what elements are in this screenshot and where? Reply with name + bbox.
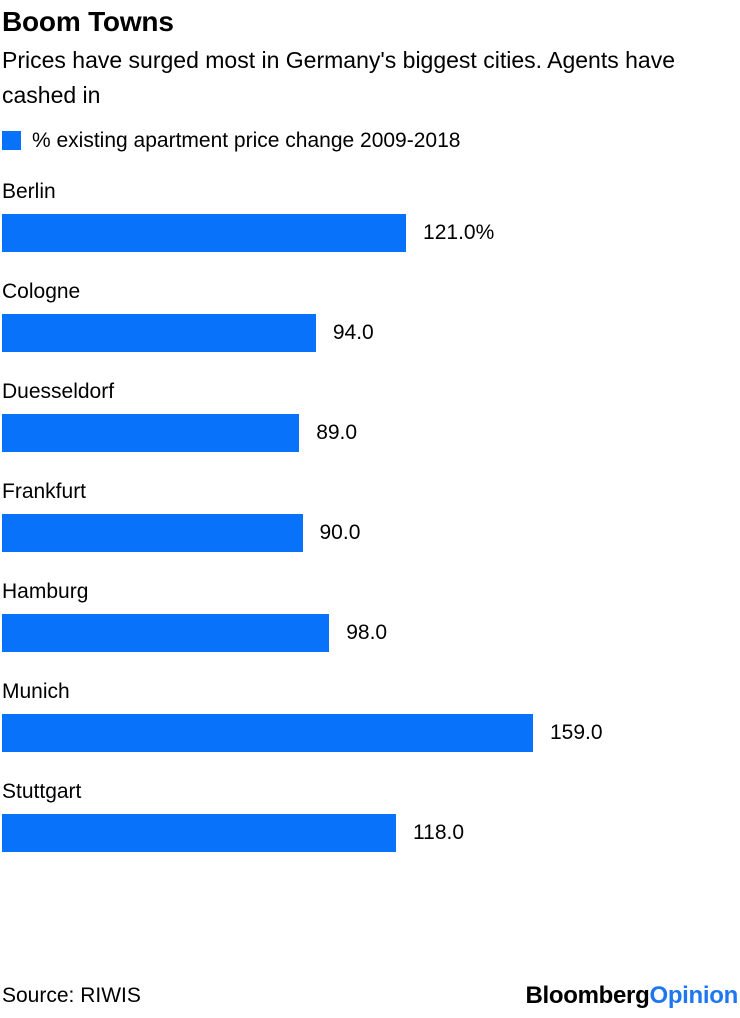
footer: Source: RIWIS BloombergOpinion	[2, 984, 738, 1008]
bar-category-label: Frankfurt	[2, 480, 87, 503]
bar-category-label: Duesseldorf	[2, 380, 115, 403]
bar-value-label: 118.0	[413, 821, 465, 844]
bar-group: Stuttgart 118.0	[2, 780, 740, 852]
bar-value-label: 89.0	[316, 421, 358, 444]
bar-category-label: Berlin	[2, 180, 56, 203]
bar-row: 89.0	[2, 414, 740, 452]
bar-value-label: 98.0	[346, 621, 388, 644]
bar-group: Hamburg 98.0	[2, 580, 740, 652]
bar-row: 94.0	[2, 314, 740, 352]
bar-row: 90.0	[2, 514, 740, 552]
bar-category-label: Hamburg	[2, 580, 89, 603]
bar-value-label: 90.0	[319, 521, 361, 544]
bar-group: Cologne 94.0	[2, 280, 740, 352]
bar-category-label: Stuttgart	[2, 780, 82, 803]
bar-row: 98.0	[2, 614, 740, 652]
legend-label: % existing apartment price change 2009-2…	[32, 129, 461, 152]
legend: % existing apartment price change 2009-2…	[2, 130, 738, 151]
bloomberg-opinion-logo: BloombergOpinion	[525, 984, 738, 1008]
bar	[2, 314, 316, 352]
bar-value-label: 159.0	[549, 721, 603, 744]
bar-category-label: Cologne	[2, 280, 81, 303]
bar	[2, 614, 330, 652]
bar-chart: Berlin 121.0% Cologne 94.0 Duesseldorf 89.0 Fr…	[2, 180, 740, 852]
bar-group: Duesseldorf 89.0	[2, 380, 740, 452]
logo-bloomberg-text: Bloomberg	[525, 982, 650, 1009]
bar	[2, 414, 300, 452]
bar-value-label: 94.0	[332, 321, 374, 344]
chart-title: Boom Towns	[2, 6, 174, 37]
legend-swatch-icon	[2, 131, 21, 150]
bar-row: 121.0%	[2, 214, 740, 252]
bar	[2, 814, 397, 852]
logo-opinion-text: Opinion	[649, 982, 738, 1009]
source-note: Source: RIWIS	[2, 984, 141, 1007]
bar-group: Berlin 121.0%	[2, 180, 740, 252]
bar-group: Munich 159.0	[2, 680, 740, 752]
chart-subtitle: Prices have surged most in Germany's big…	[2, 47, 675, 108]
bar-value-label: 121.0%	[423, 221, 495, 244]
bar-row: 118.0	[2, 814, 740, 852]
bar	[2, 714, 533, 752]
chart-card: Boom Towns Prices have surged most in Ge…	[2, 6, 740, 852]
bar	[2, 514, 303, 552]
bar-category-label: Munich	[2, 680, 70, 703]
bar-group: Frankfurt 90.0	[2, 480, 740, 552]
bar-row: 159.0	[2, 714, 740, 752]
bar	[2, 214, 407, 252]
